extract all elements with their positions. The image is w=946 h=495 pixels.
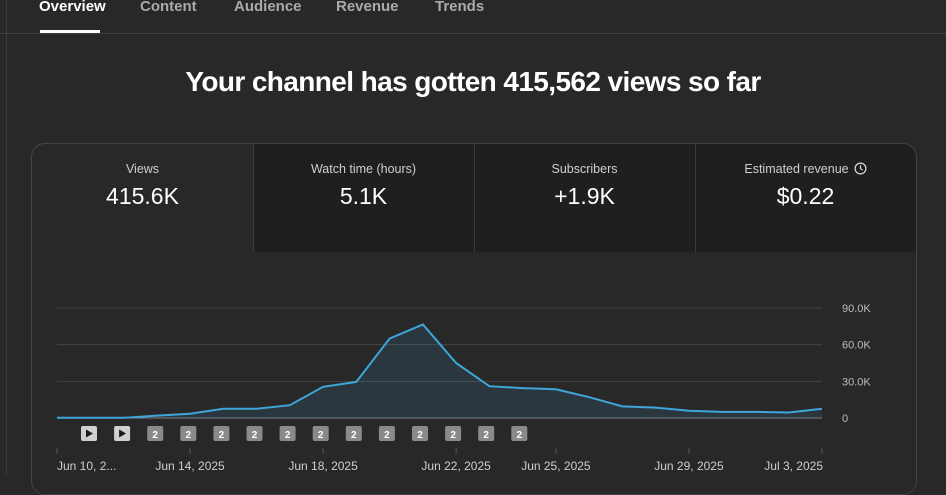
y-tick-label: 0 [842, 413, 848, 425]
marker-badge [246, 426, 263, 441]
play-marker [114, 426, 131, 441]
metric-label-row: Estimated revenue [695, 162, 916, 176]
count-marker: 2 [180, 426, 197, 441]
x-tick-label: Jun 14, 2025 [155, 459, 225, 473]
count-marker: 2 [445, 426, 462, 441]
metric-value: 415.6K [106, 183, 179, 209]
x-tick-label: Jun 22, 2025 [421, 459, 491, 473]
marker-count: 2 [517, 430, 523, 441]
metric-divider [253, 144, 254, 252]
marker-badge [478, 426, 495, 441]
page-title: Your channel has gotten 415,562 views so… [185, 66, 761, 97]
metric-estimated-revenue[interactable]: Estimated revenue $0.22 [695, 144, 916, 252]
metric-label: Estimated revenue [744, 162, 849, 176]
y-tick-label: 60.0K [842, 340, 871, 352]
marker-count: 2 [285, 430, 291, 441]
marker-count: 2 [450, 430, 456, 441]
marker-badge [345, 426, 362, 441]
metric-subscribers[interactable]: Subscribers +1.9K [474, 144, 695, 252]
count-marker: 2 [213, 426, 230, 441]
tab-content[interactable]: Content [140, 0, 197, 15]
active-tab-indicator [40, 30, 100, 33]
x-tick-label: Jun 10, 2... [57, 459, 116, 473]
x-tick-label: Jul 3, 2025 [764, 459, 823, 473]
y-tick-label: 90.0K [842, 303, 871, 315]
y-tick-label: 30.0K [842, 376, 871, 388]
play-icon [86, 429, 93, 438]
analytics-card: Views 415.6K Watch time (hours) 5.1K Sub… [31, 143, 917, 495]
event-markers: 2 2 2 2 2 2 2 2 2 2 2 2 [81, 426, 528, 441]
x-tick-label: Jun 25, 2025 [521, 459, 591, 473]
metric-value: $0.22 [776, 183, 835, 209]
marker-badge [412, 426, 428, 441]
marker-count: 2 [384, 430, 390, 441]
marker-count: 2 [351, 430, 357, 441]
marker-count: 2 [318, 430, 324, 441]
series-line [57, 323, 823, 419]
metric-divider [695, 144, 696, 252]
marker-badge [213, 426, 230, 441]
play-marker [81, 426, 97, 441]
series-area-fill [57, 324, 822, 418]
marker-count: 2 [186, 430, 192, 441]
count-marker: 2 [312, 426, 329, 441]
count-marker: 2 [147, 426, 164, 441]
count-marker: 2 [378, 426, 395, 441]
count-marker: 2 [345, 426, 362, 441]
marker-count: 2 [483, 430, 489, 441]
metric-label: Subscribers [551, 162, 618, 176]
tab-trends[interactable]: Trends [435, 0, 485, 15]
tab-bar: Overview Content Audience Revenue Trends [0, 0, 946, 34]
metric-divider [474, 144, 475, 252]
x-tick-label: Jun 18, 2025 [288, 459, 358, 473]
tab-audience[interactable]: Audience [234, 0, 302, 15]
metric-value: 5.1K [339, 183, 388, 209]
metric-value: +1.9K [554, 183, 615, 209]
views-line-chart[interactable]: 90.0K 60.0K 30.0K 0 2 2 2 2 2 2 2 2 2 2 2 2 Jun 10, 2.… [32, 252, 916, 494]
clock-icon[interactable] [854, 162, 867, 175]
tab-revenue[interactable]: Revenue [336, 0, 399, 15]
marker-badge [445, 426, 462, 441]
page-left-border [6, 0, 7, 476]
marker-badge [147, 426, 164, 441]
x-axis-labels: Jun 10, 2... Jun 14, 2025 Jun 18, 2025 Jun … [56, 448, 823, 473]
count-marker: 2 [412, 426, 428, 441]
marker-count: 2 [417, 430, 423, 441]
play-icon [119, 429, 127, 438]
metric-watch-time[interactable]: Watch time (hours) 5.1K [253, 144, 474, 252]
metric-label: Watch time (hours) [310, 162, 417, 176]
count-marker: 2 [511, 426, 528, 441]
count-marker: 2 [246, 426, 263, 441]
marker-badge [378, 426, 395, 441]
marker-badge [312, 426, 329, 441]
y-axis-labels: 90.0K 60.0K 30.0K 0 [842, 303, 871, 425]
marker-count: 2 [252, 430, 258, 441]
tab-overview[interactable]: Overview [39, 0, 106, 15]
marker-badge [279, 426, 296, 441]
marker-badge [180, 426, 197, 441]
marker-badge [511, 426, 528, 441]
marker-count: 2 [152, 430, 158, 441]
count-marker: 2 [478, 426, 495, 441]
x-tick-label: Jun 29, 2025 [654, 459, 724, 473]
marker-count: 2 [219, 430, 225, 441]
metric-label: Views [125, 162, 160, 176]
metric-views[interactable]: Views 415.6K [32, 144, 253, 252]
count-marker: 2 [279, 426, 296, 441]
